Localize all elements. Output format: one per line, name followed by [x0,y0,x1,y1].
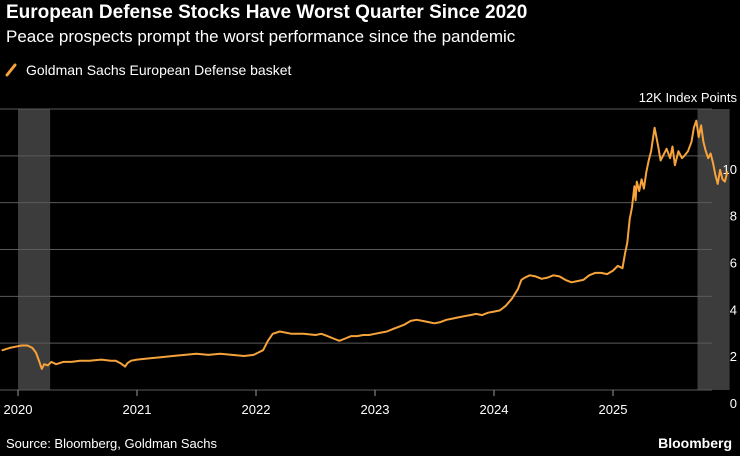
y-tick-label-2: 2 [730,349,737,364]
chart-title: European Defense Stocks Have Worst Quart… [6,2,528,23]
y-axis-unit-label: 12K Index Points [639,90,738,105]
y-tick-label-0: 0 [730,396,737,411]
chart-subtitle: Peace prospects prompt the worst perform… [6,27,516,46]
y-tick-label-8: 8 [730,209,737,224]
legend: Goldman Sachs European Defense basket [4,62,291,78]
x-tick-label-2022: 2022 [242,402,271,417]
y-tick-label-10: 10 [723,162,737,177]
x-tick-label-2024: 2024 [480,402,509,417]
legend-label: Goldman Sachs European Defense basket [26,62,292,78]
y-tick-label-6: 6 [730,256,737,271]
x-tick-label-2020: 2020 [4,402,33,417]
source-note: Source: Bloomberg, Goldman Sachs [6,436,217,451]
series-line-1 [1,119,729,370]
bloomberg-logo: Bloomberg [658,435,732,451]
y-tick-label-4: 4 [730,302,737,317]
x-tick-label-2023: 2023 [361,402,390,417]
x-tick-label-2021: 2021 [123,402,152,417]
x-tick-label-2025: 2025 [599,402,628,417]
legend-swatch-icon [5,63,17,77]
